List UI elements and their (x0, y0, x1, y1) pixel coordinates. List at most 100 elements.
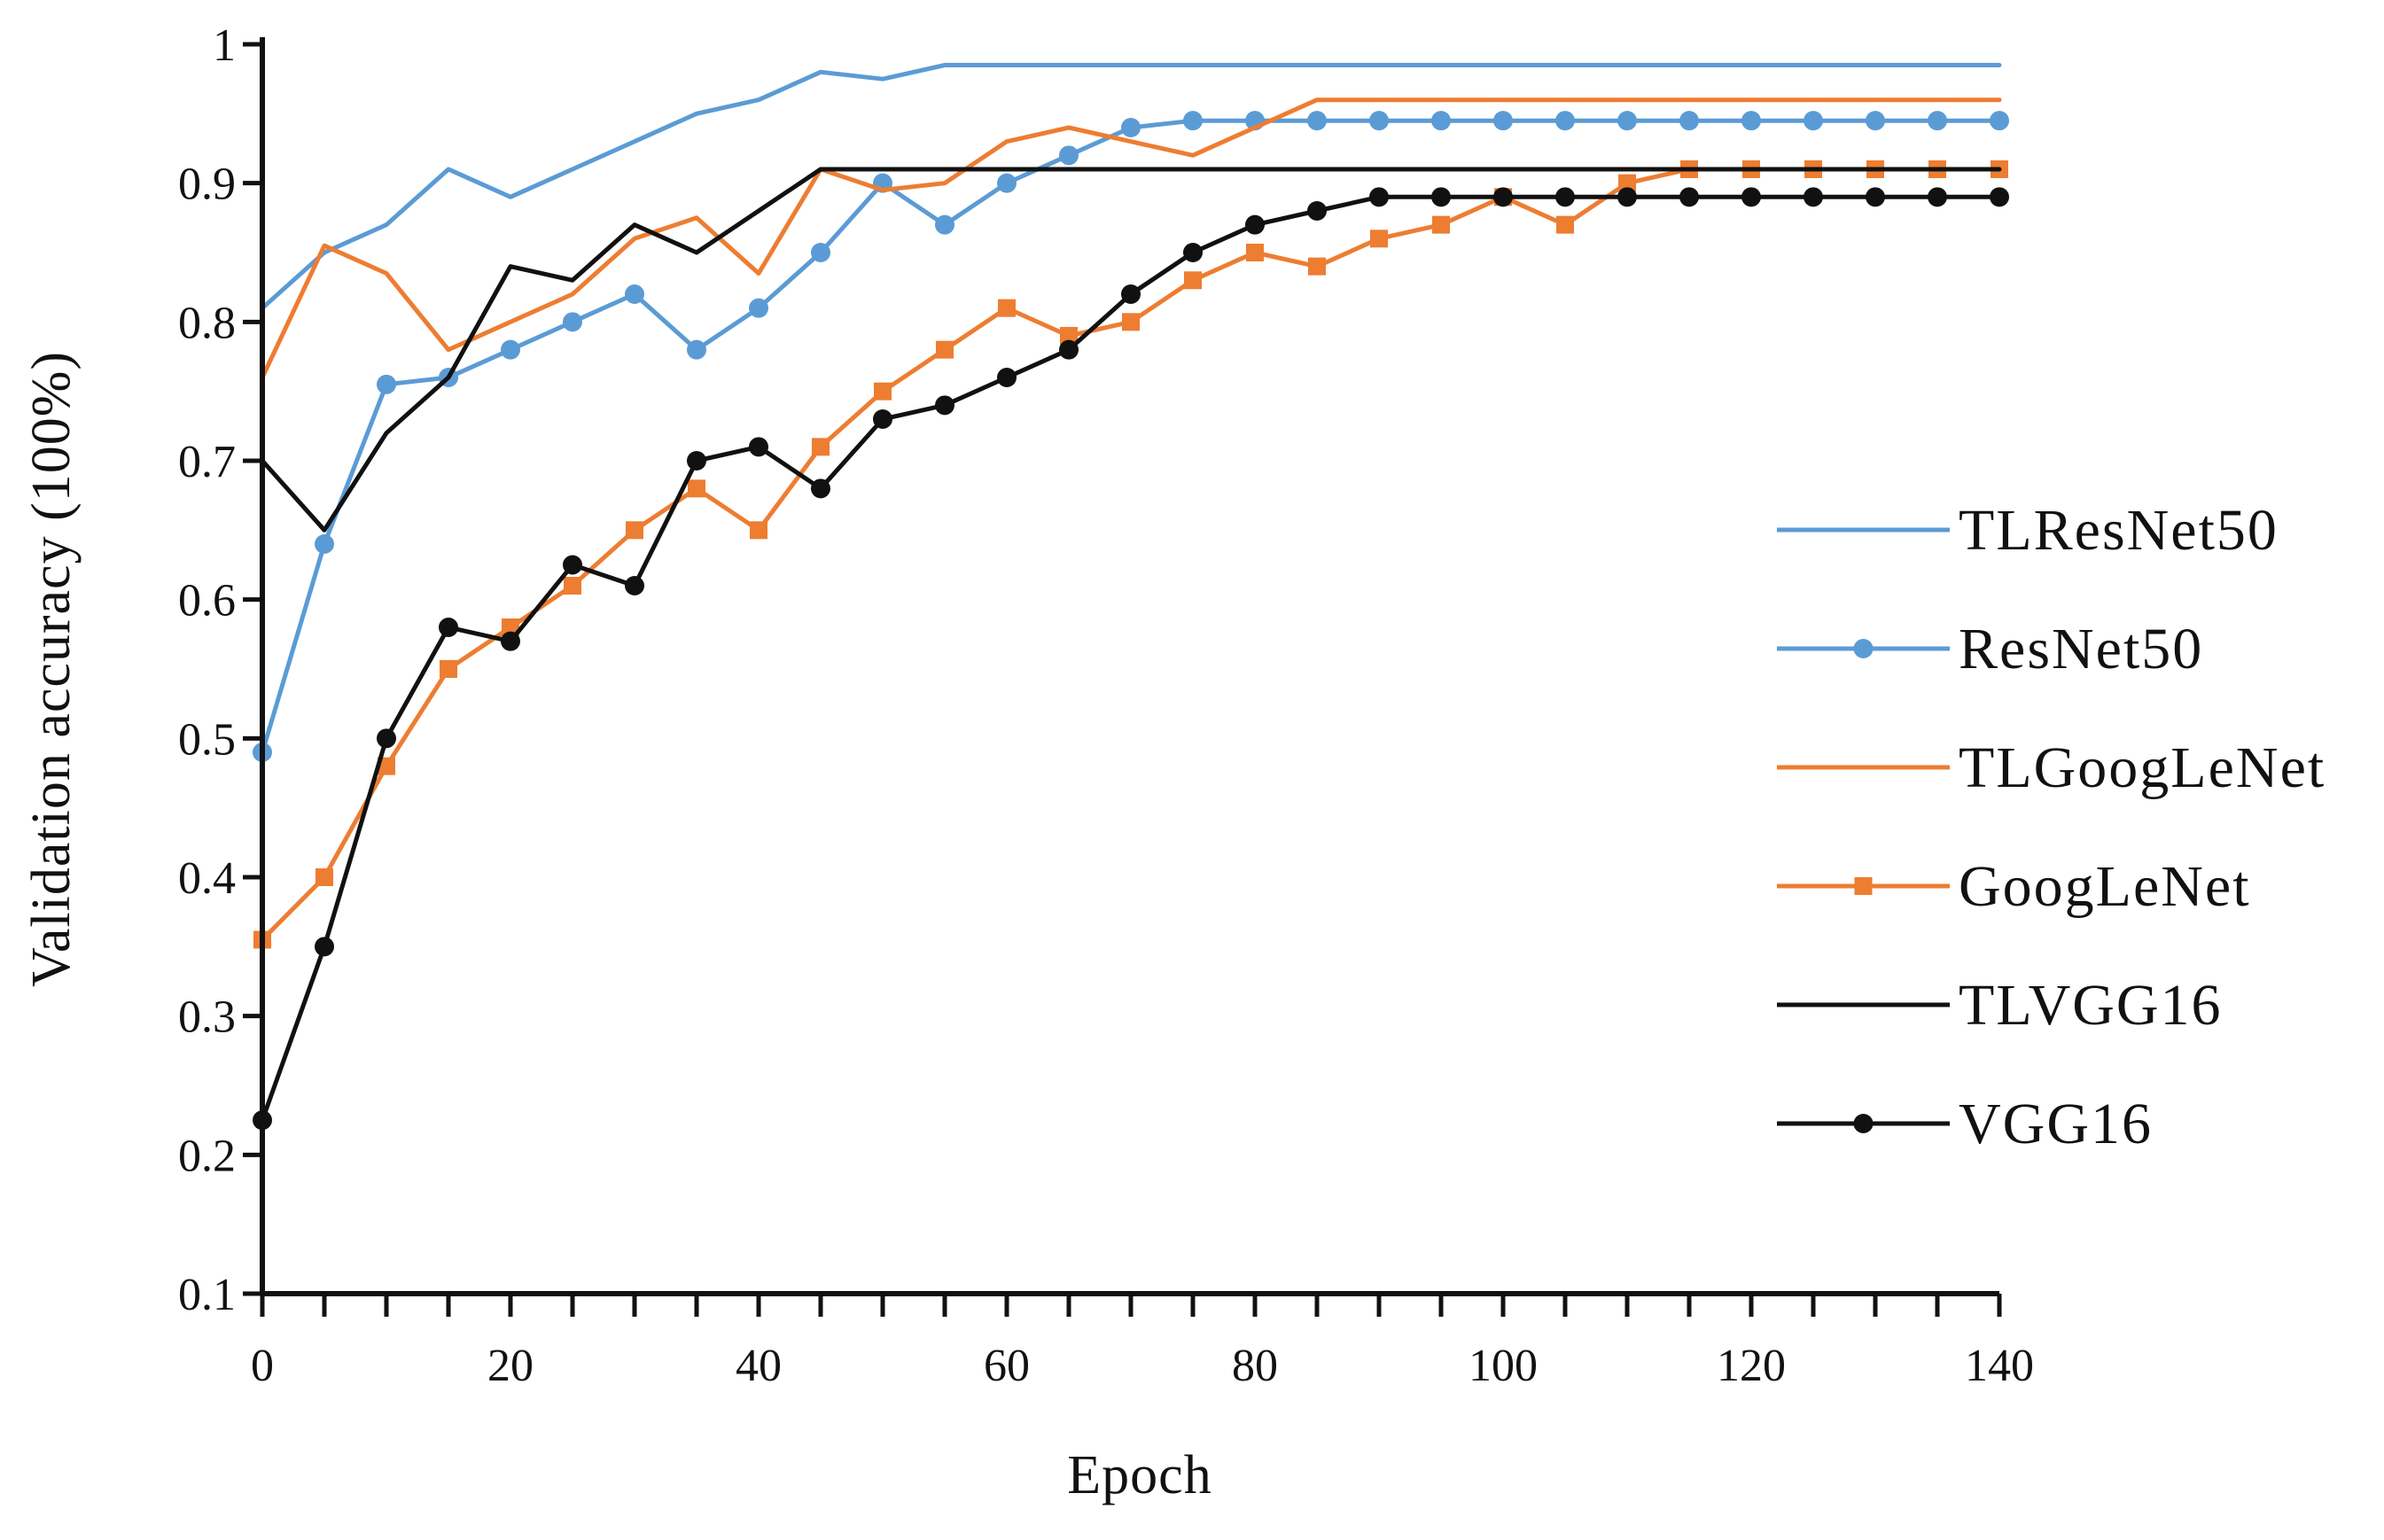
legend-label: ResNet50 (1959, 617, 2203, 681)
data-point-vgg16 (1990, 187, 2009, 207)
data-point-resnet50 (1183, 111, 1203, 131)
data-point-resnet50 (1679, 111, 1699, 131)
y-tick-label: 0.2 (178, 1131, 236, 1181)
legend-item-tlgooglenet: TLGoogLeNet (1777, 735, 2326, 800)
data-point-resnet50 (501, 339, 520, 360)
data-point-googlenet (936, 340, 954, 359)
y-tick-label: 0.1 (178, 1270, 236, 1320)
y-tick-label: 0.3 (178, 992, 236, 1043)
legend-item-vgg16: VGG16 (1777, 1092, 2153, 1156)
data-point-googlenet (626, 521, 643, 540)
data-point-googlenet (1184, 271, 1202, 290)
data-point-googlenet (1370, 229, 1388, 248)
legend-item-googlenet: GoogLeNet (1777, 854, 2251, 919)
y-tick-label: 0.4 (178, 853, 236, 904)
legend-label: TLVGG16 (1959, 973, 2223, 1038)
data-point-googlenet (1308, 257, 1326, 276)
series-layer (253, 63, 2009, 1131)
data-point-vgg16 (563, 555, 582, 575)
data-point-googlenet (1556, 215, 1574, 234)
data-point-resnet50 (1866, 111, 1885, 131)
data-point-googlenet (812, 438, 830, 456)
x-tick-label: 0 (251, 1341, 274, 1391)
data-point-vgg16 (1183, 243, 1203, 262)
data-point-vgg16 (1741, 187, 1761, 207)
data-point-vgg16 (625, 576, 644, 595)
data-point-vgg16 (501, 631, 520, 651)
data-point-vgg16 (1493, 187, 1513, 207)
data-point-vgg16 (687, 451, 706, 471)
data-point-resnet50 (1307, 111, 1327, 131)
data-point-resnet50 (1059, 145, 1079, 166)
data-point-vgg16 (1679, 187, 1699, 207)
x-tick-label: 140 (1965, 1341, 2034, 1391)
y-axis-title: Validation accuracy (100%) (21, 351, 82, 987)
ticks-layer: 0.1 0.2 0.3 0.4 0.5 0.6 0.7 0.8 0.9 1 0 20 40 60 80 100… (178, 20, 2034, 1391)
data-point-googlenet (1618, 174, 1636, 192)
x-tick-label: 60 (984, 1341, 1030, 1391)
x-tick-label: 100 (1469, 1341, 1538, 1391)
legend-label: VGG16 (1959, 1092, 2153, 1156)
data-point-vgg16 (811, 478, 830, 499)
data-point-googlenet (688, 479, 705, 498)
legend-swatch-marker (1854, 877, 1873, 895)
data-point-vgg16 (1431, 187, 1451, 207)
data-point-resnet50 (749, 298, 768, 318)
data-point-vgg16 (1059, 339, 1079, 360)
legend-item-tlresnet50: TLResNet50 (1777, 498, 2277, 563)
data-point-resnet50 (1369, 111, 1389, 131)
y-tick-label: 0.9 (178, 159, 236, 210)
data-point-googlenet (1432, 215, 1450, 234)
series-tlgooglenet (260, 97, 2002, 380)
legend: TLResNet50 ResNet50 TLGoogLeNet GoogLeNet TL… (1777, 498, 2326, 1156)
data-point-resnet50 (625, 284, 644, 304)
series-line-tlresnet50 (260, 63, 2002, 311)
series-googlenet (253, 160, 2008, 949)
data-point-googlenet (564, 577, 581, 595)
x-tick-label: 120 (1717, 1341, 1786, 1391)
y-tick-label: 0.7 (178, 437, 236, 487)
data-point-vgg16 (315, 937, 334, 957)
series-tlvgg16 (260, 167, 2002, 533)
x-axis-title: Epoch (1067, 1445, 1211, 1505)
series-line-tlvgg16 (260, 167, 2002, 533)
data-point-googlenet (316, 868, 333, 886)
data-point-vgg16 (1617, 187, 1637, 207)
x-tick-label: 20 (487, 1341, 534, 1391)
data-point-resnet50 (811, 243, 830, 262)
data-point-resnet50 (1555, 111, 1575, 131)
data-point-resnet50 (563, 312, 582, 332)
data-point-vgg16 (1307, 201, 1327, 221)
data-point-resnet50 (997, 173, 1017, 193)
data-point-resnet50 (1493, 111, 1513, 131)
data-point-vgg16 (749, 437, 768, 457)
data-point-vgg16 (1866, 187, 1885, 207)
data-point-vgg16 (1804, 187, 1823, 207)
data-point-vgg16 (1369, 187, 1389, 207)
x-tick-label: 80 (1232, 1341, 1278, 1391)
data-point-vgg16 (1928, 187, 1947, 207)
data-point-resnet50 (1617, 111, 1637, 131)
data-point-resnet50 (687, 339, 706, 360)
legend-label: GoogLeNet (1959, 854, 2251, 919)
series-line-tlgooglenet (260, 97, 2002, 380)
y-tick-label: 1 (213, 20, 236, 71)
data-point-googlenet (502, 618, 519, 636)
data-point-vgg16 (1245, 214, 1265, 235)
legend-label: TLGoogLeNet (1959, 735, 2326, 800)
data-point-resnet50 (1928, 111, 1947, 131)
series-tlresnet50 (260, 63, 2002, 311)
data-point-vgg16 (935, 395, 954, 416)
data-point-resnet50 (1804, 111, 1823, 131)
data-point-resnet50 (1990, 111, 2009, 131)
data-point-vgg16 (377, 728, 396, 749)
data-point-vgg16 (439, 618, 458, 637)
data-point-googlenet (1122, 313, 1140, 331)
y-tick-label: 0.8 (178, 298, 236, 348)
data-point-googlenet (1246, 244, 1264, 261)
data-point-googlenet (874, 382, 892, 401)
data-point-vgg16 (1555, 187, 1575, 207)
legend-swatch-marker (1853, 639, 1874, 658)
data-point-vgg16 (997, 368, 1017, 387)
